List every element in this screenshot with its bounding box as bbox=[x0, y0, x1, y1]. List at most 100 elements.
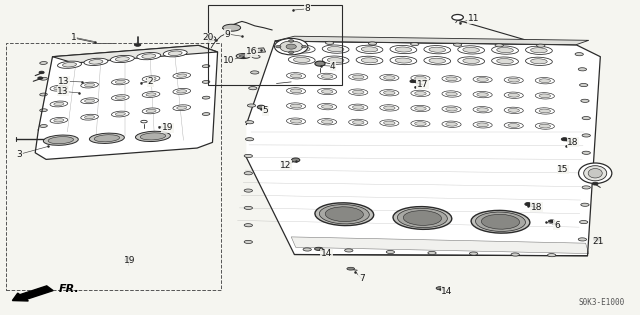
Ellipse shape bbox=[50, 117, 68, 123]
Ellipse shape bbox=[111, 79, 129, 85]
Ellipse shape bbox=[531, 59, 547, 64]
Ellipse shape bbox=[111, 95, 129, 100]
Ellipse shape bbox=[315, 203, 374, 226]
Ellipse shape bbox=[48, 137, 74, 144]
Ellipse shape bbox=[289, 40, 294, 42]
Ellipse shape bbox=[411, 90, 430, 96]
Ellipse shape bbox=[349, 74, 368, 80]
Ellipse shape bbox=[390, 45, 417, 54]
Ellipse shape bbox=[142, 76, 160, 82]
Ellipse shape bbox=[58, 61, 81, 68]
Ellipse shape bbox=[248, 104, 255, 107]
Ellipse shape bbox=[504, 107, 524, 113]
Ellipse shape bbox=[452, 14, 463, 20]
Ellipse shape bbox=[142, 54, 156, 58]
Ellipse shape bbox=[446, 92, 457, 96]
Ellipse shape bbox=[473, 91, 492, 98]
Ellipse shape bbox=[446, 77, 457, 81]
Ellipse shape bbox=[327, 47, 344, 52]
Ellipse shape bbox=[380, 105, 399, 111]
Ellipse shape bbox=[287, 73, 306, 79]
Text: 7: 7 bbox=[359, 274, 364, 283]
Ellipse shape bbox=[321, 120, 333, 124]
Ellipse shape bbox=[395, 47, 412, 52]
Ellipse shape bbox=[593, 182, 598, 185]
Ellipse shape bbox=[325, 207, 364, 221]
Ellipse shape bbox=[582, 169, 590, 172]
Ellipse shape bbox=[353, 105, 364, 109]
Ellipse shape bbox=[470, 252, 477, 255]
Ellipse shape bbox=[84, 83, 95, 87]
Ellipse shape bbox=[202, 65, 210, 68]
Text: 19: 19 bbox=[124, 256, 135, 265]
Text: 10: 10 bbox=[223, 56, 235, 65]
Ellipse shape bbox=[177, 74, 187, 77]
Ellipse shape bbox=[446, 107, 457, 111]
Ellipse shape bbox=[477, 123, 488, 127]
Ellipse shape bbox=[539, 94, 550, 98]
Ellipse shape bbox=[321, 75, 333, 78]
Ellipse shape bbox=[411, 43, 419, 46]
Ellipse shape bbox=[442, 121, 461, 127]
Ellipse shape bbox=[497, 59, 513, 64]
Ellipse shape bbox=[539, 109, 550, 113]
Ellipse shape bbox=[161, 50, 169, 53]
Ellipse shape bbox=[321, 90, 333, 94]
Ellipse shape bbox=[531, 48, 547, 53]
Ellipse shape bbox=[136, 131, 170, 141]
Ellipse shape bbox=[84, 99, 95, 102]
Ellipse shape bbox=[477, 93, 488, 96]
Ellipse shape bbox=[115, 57, 129, 61]
Ellipse shape bbox=[579, 238, 586, 241]
Ellipse shape bbox=[289, 45, 315, 53]
Ellipse shape bbox=[38, 77, 43, 79]
Ellipse shape bbox=[202, 96, 210, 99]
Ellipse shape bbox=[595, 238, 600, 240]
Polygon shape bbox=[246, 41, 600, 256]
Ellipse shape bbox=[50, 85, 68, 91]
Ellipse shape bbox=[244, 172, 252, 175]
Ellipse shape bbox=[163, 50, 187, 57]
Ellipse shape bbox=[353, 90, 364, 94]
Ellipse shape bbox=[561, 138, 568, 141]
Ellipse shape bbox=[454, 43, 461, 46]
Ellipse shape bbox=[54, 87, 64, 90]
Ellipse shape bbox=[321, 105, 333, 109]
Ellipse shape bbox=[356, 45, 383, 54]
Ellipse shape bbox=[111, 111, 129, 117]
Ellipse shape bbox=[535, 77, 554, 84]
Text: FR.: FR. bbox=[59, 284, 79, 294]
Ellipse shape bbox=[223, 24, 241, 31]
Ellipse shape bbox=[508, 123, 520, 127]
Ellipse shape bbox=[579, 163, 612, 183]
Ellipse shape bbox=[353, 75, 364, 79]
Text: S0K3-E1000: S0K3-E1000 bbox=[579, 298, 625, 307]
Ellipse shape bbox=[40, 77, 47, 80]
Ellipse shape bbox=[140, 133, 166, 140]
Ellipse shape bbox=[173, 105, 191, 111]
Ellipse shape bbox=[411, 120, 430, 127]
Ellipse shape bbox=[410, 80, 416, 83]
Ellipse shape bbox=[383, 91, 395, 94]
Ellipse shape bbox=[326, 41, 333, 44]
Ellipse shape bbox=[317, 73, 337, 80]
Ellipse shape bbox=[134, 43, 141, 46]
Ellipse shape bbox=[209, 37, 214, 40]
Ellipse shape bbox=[40, 109, 47, 112]
Ellipse shape bbox=[131, 53, 138, 56]
Text: 12: 12 bbox=[280, 161, 292, 170]
Ellipse shape bbox=[504, 122, 524, 129]
Ellipse shape bbox=[575, 53, 583, 56]
Ellipse shape bbox=[356, 56, 383, 65]
Text: 13: 13 bbox=[57, 87, 68, 96]
Ellipse shape bbox=[580, 83, 588, 87]
Ellipse shape bbox=[428, 251, 436, 255]
Ellipse shape bbox=[380, 120, 399, 126]
Ellipse shape bbox=[244, 206, 252, 209]
FancyArrow shape bbox=[12, 286, 53, 301]
Text: 16: 16 bbox=[246, 48, 257, 56]
Ellipse shape bbox=[579, 68, 586, 71]
Ellipse shape bbox=[511, 253, 519, 256]
Ellipse shape bbox=[395, 58, 412, 63]
Ellipse shape bbox=[40, 93, 47, 96]
